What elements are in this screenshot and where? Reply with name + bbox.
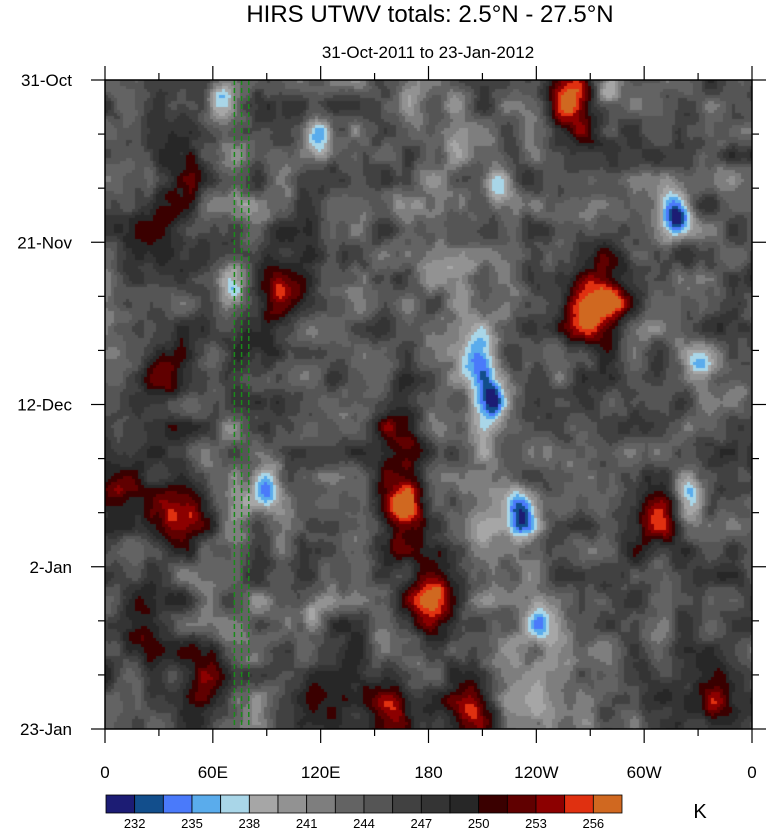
y-tick-label: 23-Jan <box>20 720 72 739</box>
colorbar-label: 238 <box>238 816 260 830</box>
colorbar-swatch <box>248 794 279 814</box>
x-tick-label: 120W <box>514 763 558 782</box>
colorbar-swatch <box>334 794 365 814</box>
colorbar-swatch <box>134 794 164 814</box>
colorbar-label: 256 <box>582 816 604 830</box>
y-tick-label: 2-Jan <box>29 558 72 577</box>
y-tick-label: 12-Dec <box>17 396 72 415</box>
colorbar-label: 244 <box>353 816 375 830</box>
colorbar-swatch <box>506 794 537 814</box>
colorbar-swatch <box>306 794 336 814</box>
colorbar-swatch <box>592 794 623 814</box>
x-tick-label: 120E <box>301 763 341 782</box>
chart-subtitle: 31-Oct-2011 to 23-Jan-2012 <box>322 43 534 62</box>
colorbar-label: 247 <box>410 816 432 830</box>
x-tick-label: 0 <box>747 763 756 782</box>
colorbar-swatch <box>420 794 451 814</box>
colorbar-swatch <box>478 794 508 814</box>
colorbar-swatch <box>191 794 222 814</box>
colorbar-swatch <box>105 794 136 814</box>
colorbar: 232 235 238 241 244 247 250 253 256 <box>105 794 623 830</box>
colorbar-swatch <box>564 794 594 814</box>
x-tick-label: 180 <box>414 763 442 782</box>
x-tick-label: 60E <box>198 763 228 782</box>
colorbar-label: 253 <box>525 816 547 830</box>
colorbar-swatch <box>220 794 250 814</box>
chart-title: HIRS UTWV totals: 2.5°N - 27.5°N <box>246 1 613 28</box>
colorbar-label: 235 <box>181 816 203 830</box>
hovmoller-contour-field <box>105 80 752 729</box>
colorbar-swatch <box>363 794 394 814</box>
colorbar-swatch <box>162 794 193 814</box>
x-tick-label: 0 <box>100 763 109 782</box>
colorbar-label: 241 <box>296 816 318 830</box>
y-tick-label: 31-Oct <box>21 71 72 90</box>
colorbar-swatch <box>535 794 566 814</box>
colorbar-swatch <box>277 794 308 814</box>
plot-border <box>104 79 753 730</box>
colorbar-label: 250 <box>468 816 490 830</box>
x-tick-label: 60W <box>627 763 662 782</box>
y-tick-label: 21-Nov <box>17 233 72 252</box>
colorbar-label: 232 <box>124 816 146 830</box>
colorbar-swatch <box>449 794 480 814</box>
units-label: K <box>693 801 707 823</box>
colorbar-swatch <box>392 794 422 814</box>
